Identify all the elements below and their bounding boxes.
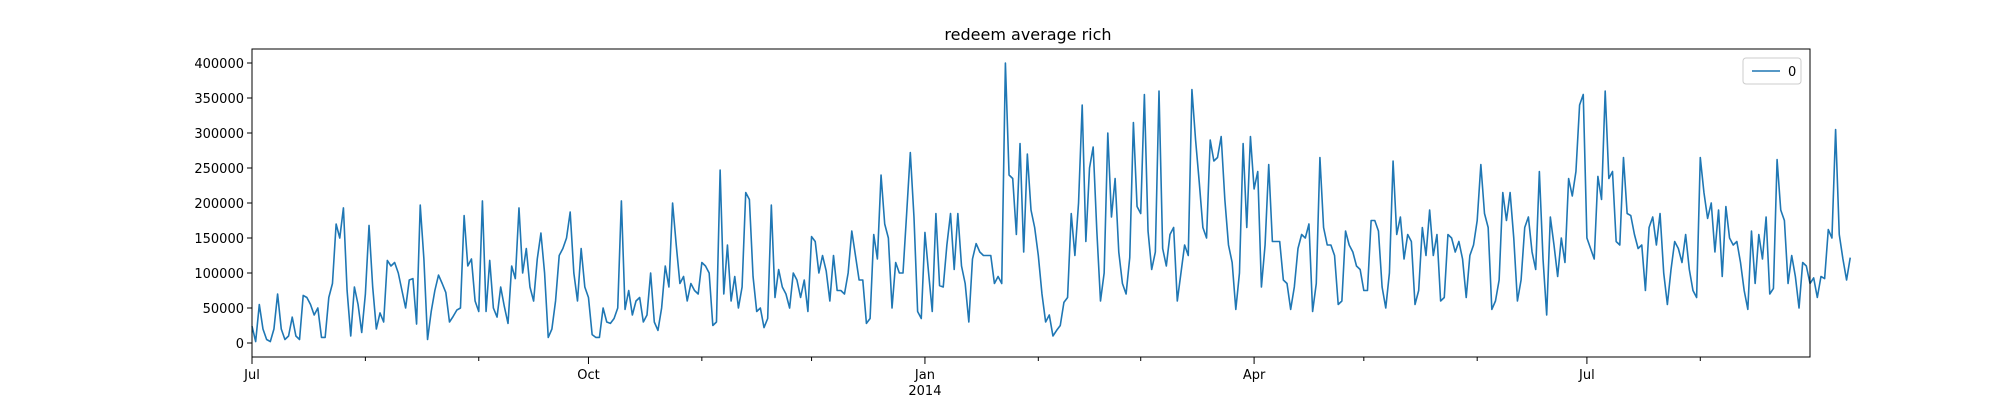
- y-tick-label: 100000: [194, 267, 244, 282]
- y-tick-label: 0: [236, 337, 244, 352]
- y-tick-label: 150000: [194, 232, 244, 247]
- x-tick-label: Jan: [914, 368, 935, 383]
- x-tick-label: Jul: [1578, 368, 1595, 383]
- y-axis: 0 50000 100000 150000 200000 250000 300000 3500…: [194, 57, 252, 352]
- y-tick-label: 300000: [194, 127, 244, 142]
- legend: 0: [1742, 57, 1802, 85]
- x-tick-label: Oct: [577, 368, 599, 383]
- series-layer: [251, 62, 1852, 343]
- y-tick-label: 50000: [203, 302, 244, 317]
- legend-label: 0: [1788, 65, 1796, 80]
- plot-frame: [251, 48, 1811, 358]
- chart-title: redeem average rich: [944, 25, 1111, 44]
- y-tick-label: 200000: [194, 197, 244, 212]
- y-tick-label: 350000: [194, 92, 244, 107]
- y-tick-label: 400000: [194, 57, 244, 72]
- x-tick-year-label: 2014: [908, 384, 941, 399]
- y-tick-label: 250000: [194, 162, 244, 177]
- x-tick-label: Jul: [243, 368, 260, 383]
- x-tick-label: Apr: [1243, 368, 1266, 383]
- series-line: [251, 62, 1852, 343]
